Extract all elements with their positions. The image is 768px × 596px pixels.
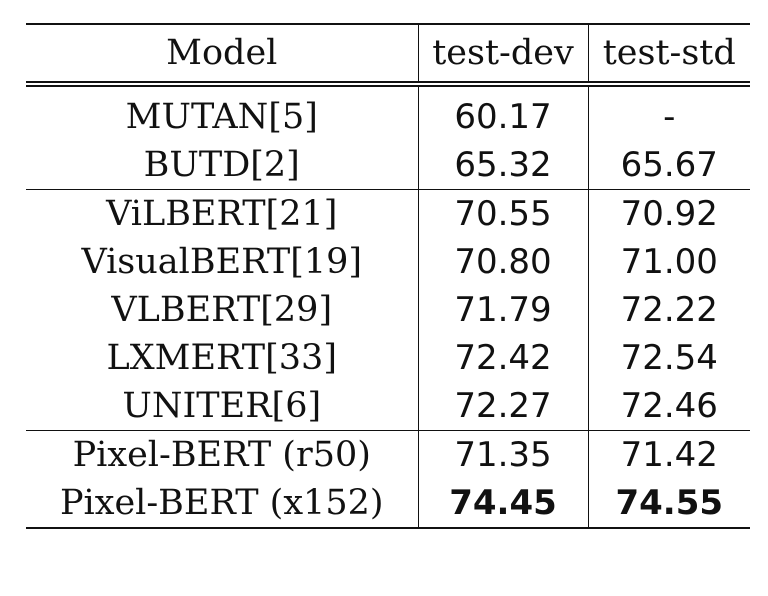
table-header: Model test-dev test-std [26, 23, 750, 87]
test-std-cell-best: 74.55 [588, 479, 750, 529]
column-header-model: Model [26, 23, 419, 87]
results-table: Model test-dev test-std MUTAN[5] 60.17 -… [26, 23, 750, 529]
table-row: MUTAN[5] 60.17 - [26, 84, 750, 141]
test-dev-cell: 72.27 [418, 382, 589, 431]
header-row: Model test-dev test-std [26, 23, 750, 87]
test-std-cell: 71.00 [620, 242, 718, 282]
table-row: UNITER[6] 72.27 72.46 [26, 382, 750, 431]
column-header-test-std: test-std [588, 23, 750, 87]
table-row: BUTD[2] 65.32 65.67 [26, 141, 750, 190]
test-dev-cell: 70.55 [418, 189, 589, 238]
column-header-test-dev: test-dev [418, 23, 589, 87]
model-cell: BUTD[2] [26, 141, 419, 190]
table-row: Pixel-BERT (x152) 74.45 74.55 [26, 479, 750, 529]
test-dev-cell: 71.35 [418, 430, 589, 479]
model-cell: ViLBERT[21] [26, 189, 419, 238]
model-cell: Pixel-BERT (r50) [26, 430, 419, 479]
test-std-cell: 70.92 [588, 189, 750, 238]
model-cell: Pixel-BERT (x152) [26, 479, 419, 529]
test-dev-cell-best: 74.45 [418, 479, 589, 529]
test-dev-cell: 70.80 [418, 238, 589, 286]
model-cell: VLBERT[29] [26, 286, 419, 334]
test-std-cell: 72.22 [620, 290, 718, 330]
table-row: VLBERT[29] 71.79 72.22 [26, 286, 750, 334]
table-body: MUTAN[5] 60.17 - BUTD[2] 65.32 65.67 ViL… [26, 84, 750, 529]
model-cell: LXMERT[33] [26, 334, 419, 382]
test-std-cell: 71.42 [588, 430, 750, 479]
table-row: VisualBERT[19] 70.80 71.00 [26, 238, 750, 286]
test-std-cell: 72.46 [620, 386, 718, 426]
test-std-cell: 72.54 [620, 338, 718, 378]
model-cell: MUTAN[5] [26, 84, 419, 141]
model-cell: UNITER[6] [26, 382, 419, 431]
test-std-cell: - [663, 97, 676, 137]
test-dev-cell: 65.32 [418, 141, 589, 190]
test-dev-cell: 60.17 [418, 84, 589, 141]
test-dev-cell: 72.42 [418, 334, 589, 382]
model-cell: VisualBERT[19] [26, 238, 419, 286]
table-row: ViLBERT[21] 70.55 70.92 [26, 189, 750, 238]
table-row: LXMERT[33] 72.42 72.54 [26, 334, 750, 382]
test-dev-cell: 71.79 [418, 286, 589, 334]
test-std-cell: 65.67 [620, 145, 718, 185]
table-row: Pixel-BERT (r50) 71.35 71.42 [26, 430, 750, 479]
